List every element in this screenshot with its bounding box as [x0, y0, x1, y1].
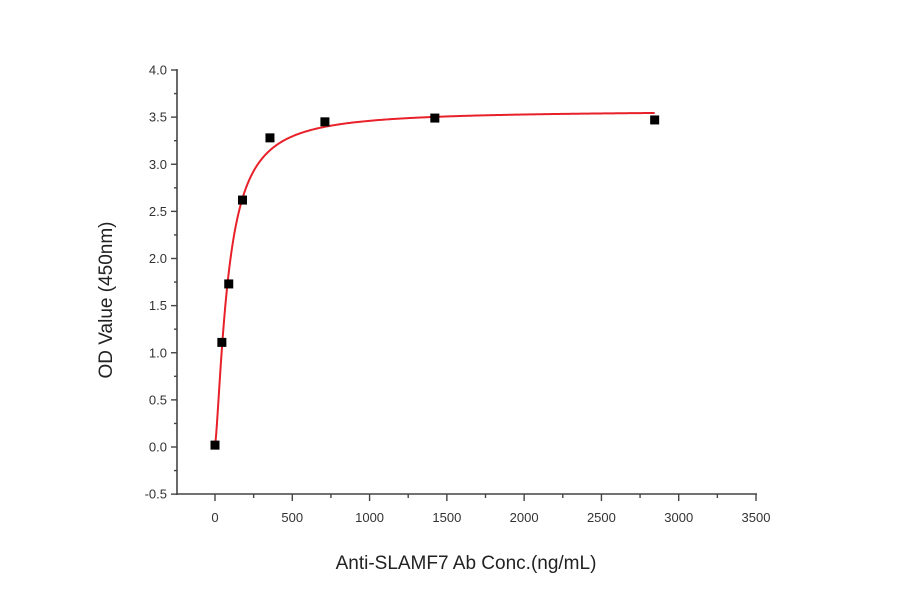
- x-tick-label: 3000: [664, 510, 693, 525]
- x-tick-label: 500: [281, 510, 303, 525]
- y-tick-label: 3.5: [149, 110, 167, 125]
- y-tick-label: 0.0: [149, 440, 167, 455]
- y-tick-label: 1.5: [149, 298, 167, 313]
- data-point-marker: [430, 113, 440, 123]
- y-tick-label: 4.0: [149, 63, 167, 78]
- data-point-marker: [217, 337, 227, 347]
- data-point-marker: [650, 115, 660, 125]
- x-tick-label: 3500: [742, 510, 771, 525]
- x-axis-title: Anti-SLAMF7 Ab Conc.(ng/mL): [336, 553, 597, 574]
- y-tick-label: 0.5: [149, 392, 167, 407]
- y-tick-label: -0.5: [145, 487, 167, 502]
- y-tick-label: 3.0: [149, 157, 167, 172]
- data-points: [210, 113, 660, 450]
- data-point-marker: [320, 117, 330, 127]
- x-tick-label: 1000: [355, 510, 384, 525]
- data-point-marker: [224, 279, 234, 289]
- data-point-marker: [210, 440, 220, 450]
- y-tick-label: 2.5: [149, 204, 167, 219]
- x-tick-label: 2500: [587, 510, 616, 525]
- x-tick-label: 2000: [510, 510, 539, 525]
- x-tick-label: 0: [211, 510, 218, 525]
- x-tick-label: 1500: [432, 510, 461, 525]
- y-axis-title: OD Value (450nm): [96, 222, 117, 379]
- y-axis: -0.5 0.0 0.5 1.0 1.5 2.0 2.5 3.0 3.5 4.0: [145, 63, 178, 502]
- x-axis: 0 500 1000 1500 2000 2500 3000 3500: [176, 493, 771, 525]
- fit-curve: [214, 111, 655, 446]
- y-tick-label: 1.0: [149, 345, 167, 360]
- data-point-marker: [237, 195, 247, 205]
- y-tick-label: 2.0: [149, 251, 167, 266]
- data-point-marker: [265, 133, 275, 143]
